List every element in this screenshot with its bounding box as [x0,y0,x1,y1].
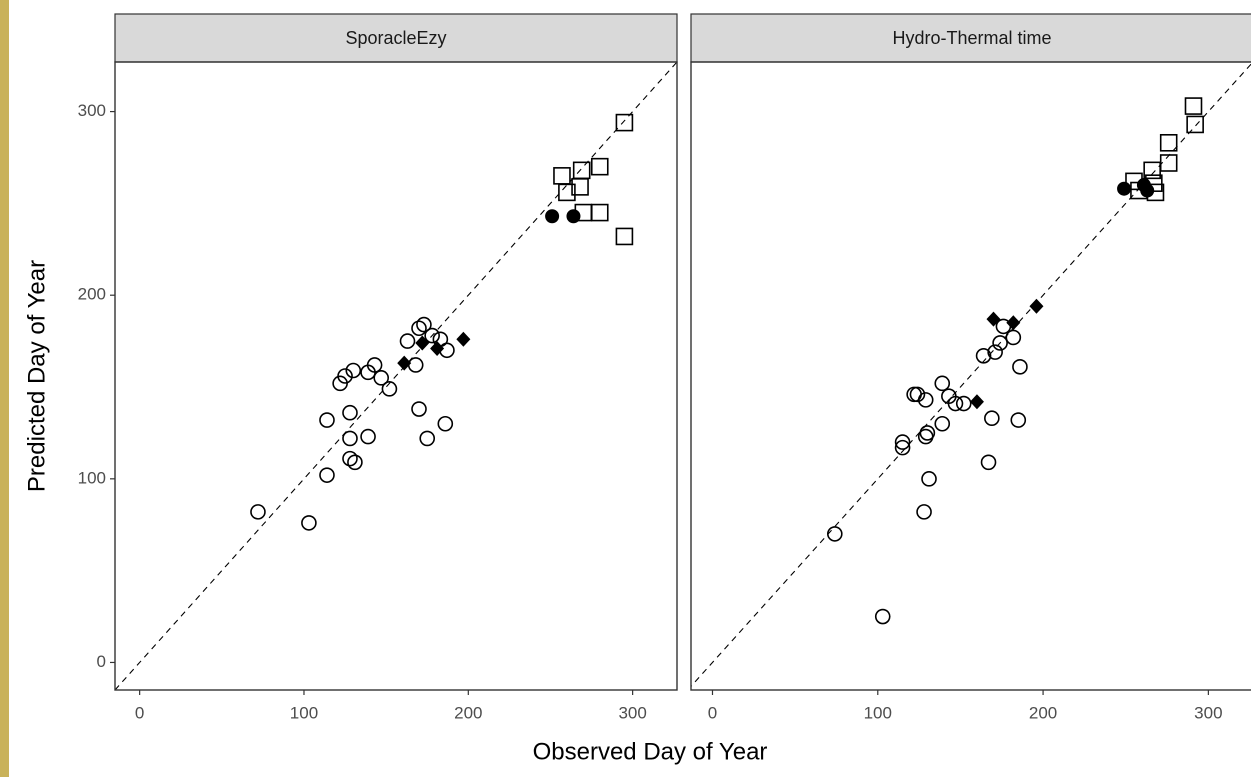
x-tick-label: 200 [454,703,482,722]
facet-title: Hydro-Thermal time [892,28,1051,48]
point [415,335,430,351]
point [381,381,398,397]
point [947,395,964,412]
identity-line [691,63,1251,688]
point [1125,172,1143,191]
facet-strip [690,13,1251,63]
point [934,415,951,432]
x-tick-label: 300 [1194,703,1222,722]
point [874,608,891,625]
x-tick-label: 0 [708,703,717,722]
point [992,335,1008,351]
point [1006,315,1021,331]
point [337,368,353,384]
point [319,412,335,428]
point [909,386,926,403]
point [572,161,591,180]
point [456,331,471,347]
point [1005,329,1022,346]
point [319,467,335,483]
y-tick-label: 300 [78,101,106,120]
x-axis-title: Observed Day of Year [533,738,768,765]
point [342,404,358,421]
point [1145,174,1163,192]
point [558,183,576,202]
x-tick-label: 100 [290,703,318,722]
point [397,355,412,371]
point [984,410,1000,427]
y-tick-label: 0 [97,652,106,671]
point [1186,115,1204,134]
point [934,375,951,392]
identity-line [115,62,677,690]
point [894,439,911,456]
point [1146,183,1165,202]
panel [691,63,1251,688]
point [360,428,376,445]
point [437,415,454,432]
facet-strip [114,13,678,63]
point [1159,133,1178,152]
point [986,311,1001,327]
point [347,454,363,471]
point [827,526,843,542]
point [615,113,634,132]
panel-border [690,61,1251,691]
point [921,471,937,487]
point [917,392,934,408]
point [411,401,427,417]
point [566,209,581,224]
point [969,394,984,410]
point [342,450,358,467]
point [1012,359,1028,375]
facet-title: SporacleEzy [345,28,446,48]
point [955,395,972,412]
point [1010,412,1027,428]
point [411,320,427,337]
point [301,515,317,531]
point [1159,154,1178,172]
point [919,425,936,441]
y-tick-label: 200 [78,285,106,304]
y-axis-title: Predicted Day of Year [23,260,50,492]
point [987,344,1003,360]
point [366,357,383,373]
point [416,316,432,333]
x-tick-label: 200 [1029,703,1057,722]
point [345,362,362,379]
point [342,430,358,447]
point [424,327,440,344]
point [916,504,932,520]
x-tick-label: 0 [135,703,144,722]
panel [115,62,677,690]
point [894,434,911,450]
point [615,227,634,246]
y-tick-label: 100 [78,468,106,487]
panel-border [114,61,678,691]
point [373,370,390,386]
point [419,430,436,447]
point [590,157,609,176]
x-tick-label: 100 [864,703,892,722]
point [1184,97,1203,115]
point [1029,298,1044,314]
point [590,203,609,222]
point [980,454,997,471]
edge-texture [0,0,9,777]
point [399,333,416,349]
point [975,348,992,364]
point [250,504,266,520]
point [430,340,445,356]
x-tick-label: 300 [618,703,646,722]
point [545,209,560,224]
